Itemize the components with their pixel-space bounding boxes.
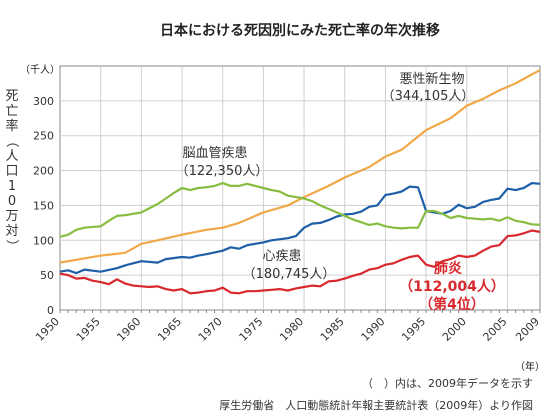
series-line-cancer: [59, 69, 541, 264]
x-tick-label: 2005: [481, 315, 510, 344]
label-heart-name: 心疾患: [262, 249, 301, 264]
y-axis-label-char: （: [4, 134, 19, 147]
x-tick-label: 1990: [359, 315, 388, 344]
caption-data-note: （ ）内は、2009年データを示す: [362, 376, 533, 390]
y-axis-label-char: ）: [4, 239, 19, 252]
x-tick-label: 2000: [440, 315, 469, 344]
x-tick-label: 2009: [513, 315, 541, 344]
series-line-heart: [59, 182, 541, 275]
label-pneumonia-value: （112,004人）: [399, 278, 505, 295]
y-axis-label-char: 1: [8, 179, 16, 194]
label-cerebro-name: 脳血管疾患: [182, 146, 247, 161]
y-axis-label-char: 亡: [5, 104, 18, 119]
series-line-cerebro: [59, 182, 541, 238]
x-tick-label: 1955: [74, 315, 103, 344]
y-tick-label: 50: [40, 269, 54, 282]
label-pneumonia-rank: （第4位）: [419, 296, 485, 313]
y-axis-label-char: 対: [5, 224, 18, 239]
y-axis-label-char: 人: [5, 149, 18, 164]
x-tick-label: 1975: [237, 315, 266, 344]
x-tick-label: 1950: [33, 315, 62, 344]
series-line-pneumonia: [59, 229, 541, 295]
x-unit-label: （年）: [515, 360, 541, 373]
x-tick-label: 1960: [114, 315, 143, 344]
y-tick-label: 200: [33, 165, 54, 178]
label-cancer-value: （344,105人）: [382, 89, 475, 104]
series-lines: [59, 69, 541, 295]
y-unit-label: （千人）: [20, 64, 60, 76]
y-tick-label: 100: [33, 234, 54, 247]
x-tick-label: 1985: [318, 315, 347, 344]
x-tick-labels: 1950 1955 1960 1965 1970 1975 1980 1985 1990 1995…: [33, 315, 541, 344]
label-cerebro-value: （122,350人）: [176, 164, 269, 179]
caption-source: 厚生労働省 人口動態統計年報主要統計表（2009年）より作図: [219, 398, 533, 412]
plot-area: [59, 65, 541, 311]
x-tick-label: 1965: [155, 315, 184, 344]
chart-title: 日本における死因別にみた死亡率の年次推移: [160, 22, 440, 39]
gridlines: [59, 66, 541, 313]
y-tick-label: 150: [33, 199, 54, 212]
y-axis-label-char: 口: [5, 164, 18, 179]
y-tick-label: 0: [47, 304, 54, 317]
y-axis-label-char: 死: [5, 89, 18, 104]
label-heart-value: （180,745人）: [243, 267, 336, 282]
y-tick-label: 300: [33, 95, 54, 108]
x-tick-label: 1980: [277, 315, 306, 344]
y-tick-labels: 0 50 100 150 200 250 300: [33, 95, 54, 317]
y-axis-label-char: 万: [5, 209, 18, 224]
y-axis-label-char: 率: [5, 118, 18, 134]
label-pneumonia-name: 肺炎: [434, 261, 462, 277]
y-axis-label-char: 0: [8, 194, 16, 209]
x-tick-label: 1995: [399, 315, 428, 344]
x-tick-label: 1970: [196, 315, 225, 344]
label-cancer-name: 悪性新生物: [399, 71, 464, 87]
y-tick-label: 250: [33, 130, 54, 143]
